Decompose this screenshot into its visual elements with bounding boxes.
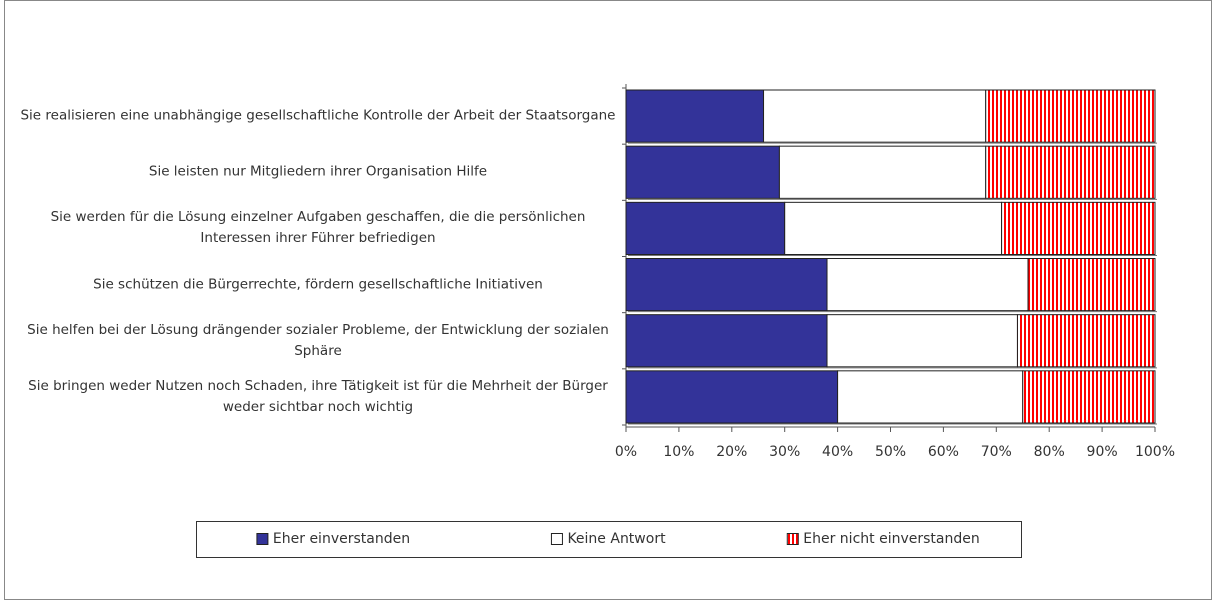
bar-segment: [1022, 370, 1156, 424]
bar-segment: [826, 258, 1029, 312]
legend-swatch: [256, 533, 269, 545]
frame: [4, 0, 1212, 600]
x-tick-label: 90%: [1087, 444, 1118, 460]
x-tick-label: 80%: [1034, 444, 1065, 460]
x-tick-label: 40%: [822, 444, 853, 460]
legend-swatch: [786, 533, 799, 545]
bar-segment: [1027, 258, 1156, 312]
bar-segment: [625, 201, 786, 255]
bar-segment: [625, 314, 828, 368]
bar-segment: [826, 314, 1018, 368]
x-tick-label: 30%: [769, 444, 800, 460]
bar-segment: [985, 145, 1156, 199]
legend-swatch: [550, 533, 563, 545]
legend-box: [196, 521, 1022, 558]
bar-segment: [1016, 314, 1156, 368]
bar-segment: [763, 89, 987, 143]
bar-segment: [778, 145, 987, 199]
bar-segment: [625, 145, 780, 199]
category-label: Sie helfen bei der Lösung drängender soz…: [27, 321, 609, 359]
x-tick-label: 20%: [716, 444, 747, 460]
x-tick-label: 60%: [928, 444, 959, 460]
bar-segment: [837, 370, 1024, 424]
x-tick-label: 0%: [615, 444, 637, 460]
category-label: Sie schützen die Bürgerrechte, fördern g…: [93, 276, 543, 293]
x-tick-label: 100%: [1135, 444, 1175, 460]
bar-segment: [784, 201, 1003, 255]
category-label: Sie realisieren eine unabhängige gesells…: [20, 107, 616, 124]
category-label: Sie bringen weder Nutzen noch Schaden, i…: [28, 377, 608, 415]
legend-label: Eher nicht einverstanden: [803, 531, 979, 547]
x-tick-label: 50%: [875, 444, 906, 460]
legend-label: Eher einverstanden: [273, 531, 410, 547]
x-tick-label: 10%: [663, 444, 694, 460]
category-label: Sie leisten nur Mitgliedern ihrer Organi…: [148, 163, 488, 180]
legend-label: Keine Antwort: [567, 531, 666, 547]
category-label: Sie werden für die Lösung einzelner Aufg…: [50, 209, 586, 247]
bar-segment: [985, 89, 1156, 143]
bar-segment: [625, 370, 839, 424]
bar-segment: [625, 258, 828, 312]
bar-segment: [1001, 201, 1156, 255]
bar-segment: [625, 89, 765, 143]
x-tick-label: 70%: [981, 444, 1012, 460]
